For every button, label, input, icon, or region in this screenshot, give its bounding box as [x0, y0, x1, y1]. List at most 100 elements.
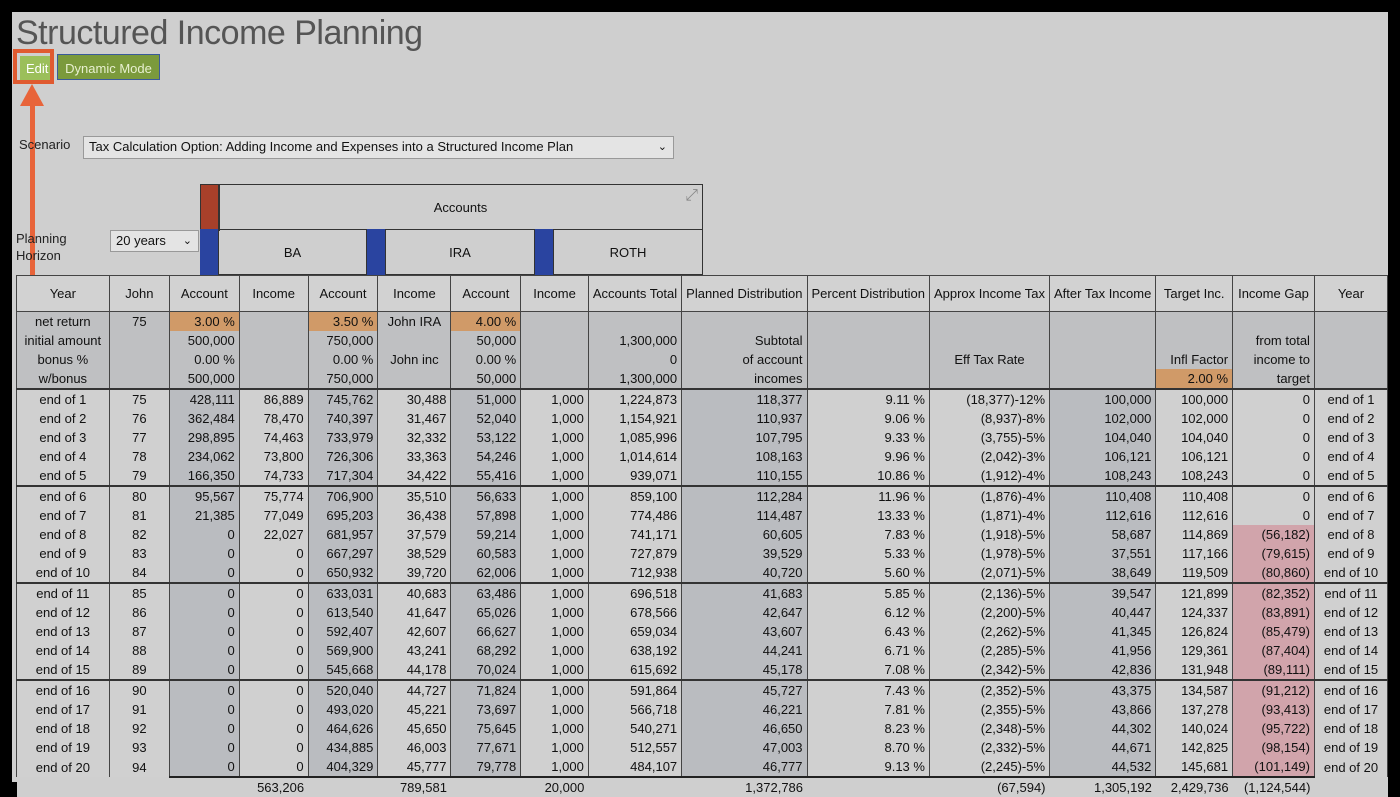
table-cell: 107,795 — [681, 428, 808, 447]
table-cell: 633,031 — [307, 582, 379, 603]
ba-income-param — [238, 311, 309, 331]
table-row: end of 7 81 21,385 77,049 695,203 36,438 57,89… — [16, 506, 1389, 525]
table-cell: 58,687 — [1049, 525, 1157, 544]
table-row: end of 17 91 0 0 493,020 45,221 73,697 1,000 566… — [16, 700, 1389, 719]
ba-param[interactable]: 500,000 — [168, 331, 240, 350]
table-cell: 80 — [108, 485, 170, 506]
planned-distribution-note: of account — [681, 350, 808, 369]
edit-button[interactable]: Edit — [20, 56, 52, 80]
table-cell: 9.13 % — [806, 757, 930, 777]
table-cell: 73,697 — [450, 700, 522, 719]
table-cell: 88 — [108, 641, 170, 660]
ira-param: 750,000 — [307, 369, 379, 390]
percent-param — [806, 350, 930, 369]
table-cell: 53,122 — [450, 428, 522, 447]
table-cell: end of 17 — [16, 700, 110, 719]
chevron-down-icon: ⌄ — [657, 141, 667, 153]
table-cell: 112,616 — [1155, 506, 1234, 525]
table-cell: 52,040 — [450, 409, 522, 428]
table-cell: 859,100 — [587, 485, 683, 506]
table-cell: 566,718 — [587, 700, 683, 719]
table-cell: (1,912)-4% — [928, 466, 1051, 486]
table-cell: 62,006 — [450, 563, 522, 583]
ba-param[interactable]: 0.00 % — [168, 350, 240, 369]
roth-param[interactable]: 50,000 — [450, 331, 522, 350]
table-cell: 0 — [238, 719, 309, 738]
table-cell: (98,154) — [1232, 738, 1315, 757]
accounts-total-param — [587, 311, 683, 331]
table-cell: 0 — [1232, 506, 1315, 525]
table-cell: end of 11 — [16, 582, 110, 603]
table-cell: 46,221 — [681, 700, 808, 719]
table-cell: 428,111 — [168, 388, 240, 409]
table-cell: 124,337 — [1155, 603, 1234, 622]
table-cell: 0 — [168, 603, 240, 622]
dynamic-mode-button[interactable]: Dynamic Mode — [57, 54, 160, 80]
table-cell: end of 5 — [1313, 466, 1389, 486]
table-cell: 404,329 — [307, 757, 379, 777]
ira-param[interactable]: 750,000 — [307, 331, 379, 350]
table-cell: 493,020 — [307, 700, 379, 719]
year-param — [1313, 331, 1389, 350]
table-cell: 39,547 — [1049, 582, 1157, 603]
gap-note — [1232, 311, 1315, 331]
table-cell: 95,567 — [168, 485, 240, 506]
table-cell: (8,937)-8% — [928, 409, 1051, 428]
table-cell: 681,957 — [307, 525, 379, 544]
total-cell: 1,305,192 — [1049, 776, 1156, 797]
table-cell: end of 6 — [1313, 485, 1389, 506]
table-cell: 638,192 — [587, 641, 683, 660]
table-cell: 121,899 — [1155, 582, 1234, 603]
table-cell: 77,049 — [238, 506, 309, 525]
table-cell: 44,532 — [1049, 757, 1157, 777]
table-cell: (2,262)-5% — [928, 622, 1051, 641]
collapse-icon[interactable]: ⤢ — [685, 187, 698, 204]
table-cell: 1,000 — [520, 738, 589, 757]
table-cell: 1,000 — [520, 582, 589, 603]
table-cell: end of 16 — [16, 679, 110, 700]
table-cell: 7.08 % — [806, 660, 930, 680]
roth-param[interactable]: 0.00 % — [450, 350, 522, 369]
total-cell: 789,581 — [377, 776, 451, 797]
table-cell: 741,171 — [587, 525, 683, 544]
table-cell: 1,000 — [520, 622, 589, 641]
table-cell: 6.43 % — [806, 622, 930, 641]
parameter-row: w/bonus 500,000 750,000 50,000 1,300,000 inco… — [16, 369, 1389, 390]
ira-param[interactable]: 3.50 % — [307, 311, 379, 331]
table-cell: 1,085,996 — [587, 428, 683, 447]
table-cell: 100,000 — [1155, 388, 1234, 409]
table-cell: 63,486 — [450, 582, 522, 603]
table-cell: 106,121 — [1155, 447, 1234, 466]
ba-param[interactable]: 3.00 % — [168, 311, 240, 331]
table-cell: 104,040 — [1049, 428, 1157, 447]
ira-param[interactable]: 0.00 % — [307, 350, 379, 369]
totals-row: 563,206 789,581 20,000 1,372,786 (67,594) 1,3… — [16, 776, 1388, 797]
roth-param[interactable]: 4.00 % — [450, 311, 522, 331]
table-cell: (2,348)-5% — [928, 719, 1051, 738]
table-row: end of 6 80 95,567 75,774 706,900 35,510 56,63… — [16, 485, 1389, 506]
table-cell: 102,000 — [1049, 409, 1157, 428]
table-cell: end of 3 — [16, 428, 110, 447]
table-cell: 40,720 — [681, 563, 808, 583]
table-cell: 0 — [168, 544, 240, 563]
total-cell — [450, 776, 521, 797]
table-cell: 569,900 — [307, 641, 379, 660]
table-cell: (3,755)-5% — [928, 428, 1051, 447]
table-cell: 44,241 — [681, 641, 808, 660]
year-param — [1313, 350, 1389, 369]
total-cell: (1,124,544) — [1232, 776, 1315, 797]
table-cell: 92 — [108, 719, 170, 738]
table-cell: (1,918)-5% — [928, 525, 1051, 544]
scenario-select[interactable]: Tax Calculation Option: Adding Income an… — [83, 136, 674, 159]
table-cell: 1,000 — [520, 603, 589, 622]
planning-horizon-select[interactable]: 20 years ⌄ — [110, 230, 199, 252]
percent-param — [806, 369, 930, 390]
ira-color-swatch — [367, 229, 385, 275]
ira-income-param — [377, 369, 452, 390]
table-cell: 78 — [108, 447, 170, 466]
target-param[interactable]: 2.00 % — [1155, 369, 1234, 390]
table-cell: 42,836 — [1049, 660, 1157, 680]
table-cell: end of 16 — [1313, 679, 1389, 700]
table-cell: 0 — [238, 563, 309, 583]
table-cell: 108,163 — [681, 447, 808, 466]
